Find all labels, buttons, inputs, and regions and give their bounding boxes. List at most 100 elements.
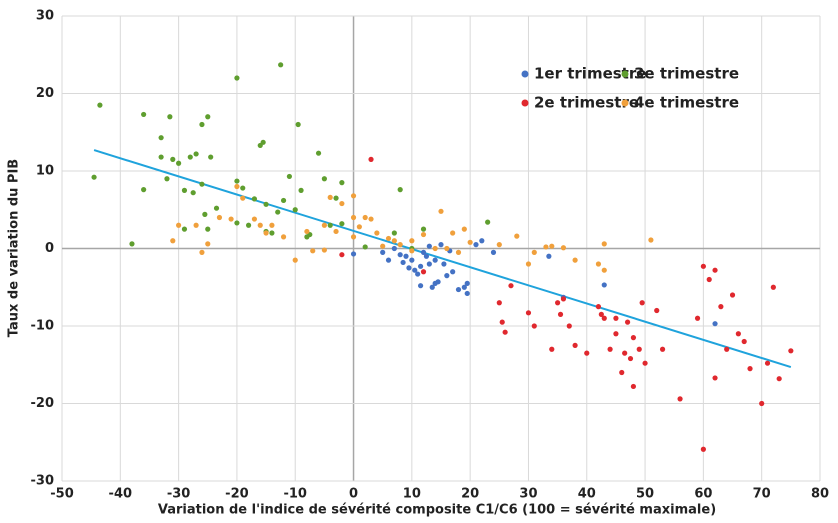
x-tick-label: 50 xyxy=(636,487,654,502)
point xyxy=(176,160,182,166)
point xyxy=(280,234,287,240)
point xyxy=(245,222,252,228)
point xyxy=(91,174,97,180)
point xyxy=(601,241,607,247)
point xyxy=(205,226,211,232)
y-tick-label: -30 xyxy=(31,474,55,489)
point xyxy=(613,331,619,337)
point xyxy=(362,214,368,221)
point xyxy=(630,383,637,390)
point xyxy=(694,315,701,321)
point xyxy=(406,265,412,271)
point xyxy=(496,242,502,248)
point xyxy=(193,222,199,228)
point xyxy=(444,273,450,279)
point xyxy=(350,193,357,199)
point xyxy=(417,283,424,289)
point xyxy=(181,226,188,232)
point xyxy=(531,323,537,329)
point xyxy=(426,243,432,249)
point xyxy=(423,253,430,259)
y-axis-label: Taux de variation du PIB xyxy=(7,159,22,337)
point xyxy=(310,248,316,254)
point xyxy=(508,283,514,289)
point xyxy=(400,259,406,266)
point xyxy=(213,205,220,211)
point xyxy=(304,228,310,235)
point xyxy=(514,233,520,239)
point xyxy=(747,366,753,372)
point xyxy=(461,284,467,290)
point xyxy=(712,267,718,273)
point xyxy=(97,102,103,108)
point xyxy=(496,300,502,306)
x-tick-label: -10 xyxy=(283,487,307,502)
point xyxy=(190,190,196,196)
point xyxy=(636,346,642,352)
y-tick-label: 20 xyxy=(36,86,54,101)
point xyxy=(240,195,246,201)
point xyxy=(286,173,292,180)
point xyxy=(450,269,456,275)
point xyxy=(412,267,418,273)
x-tick-label: 0 xyxy=(349,487,358,502)
legend-label: 2e trimestre xyxy=(534,94,639,112)
point xyxy=(234,183,240,190)
point xyxy=(321,176,327,182)
point xyxy=(339,221,345,227)
point xyxy=(572,342,578,348)
point xyxy=(426,261,432,267)
point xyxy=(339,180,345,186)
point xyxy=(654,307,660,314)
point xyxy=(380,249,386,255)
point xyxy=(199,121,205,128)
point xyxy=(549,346,555,352)
point xyxy=(417,263,424,269)
point xyxy=(499,319,505,325)
point xyxy=(141,187,147,193)
point xyxy=(234,75,240,81)
point xyxy=(601,315,607,321)
point xyxy=(549,243,555,249)
point xyxy=(543,244,549,250)
point xyxy=(391,230,397,236)
point xyxy=(415,271,421,277)
point xyxy=(624,319,631,325)
grid xyxy=(61,15,821,482)
legend-marker xyxy=(521,99,529,107)
point xyxy=(659,346,666,352)
point xyxy=(584,350,590,356)
x-tick-label: 80 xyxy=(811,487,829,502)
legend-label: 4e trimestre xyxy=(634,94,739,112)
point xyxy=(263,201,269,207)
legend-marker xyxy=(621,70,629,78)
point xyxy=(729,292,736,298)
point xyxy=(502,329,508,335)
point xyxy=(181,187,188,193)
point xyxy=(397,252,403,258)
point xyxy=(409,248,415,254)
point xyxy=(385,235,392,242)
point xyxy=(546,253,552,259)
point xyxy=(619,369,625,376)
point xyxy=(199,249,205,255)
point xyxy=(639,300,645,306)
point xyxy=(627,355,634,362)
y-tick-label: -20 xyxy=(31,396,55,411)
x-tick-label: -30 xyxy=(167,487,191,502)
point xyxy=(595,304,602,310)
point xyxy=(368,156,374,162)
point xyxy=(601,267,607,273)
point xyxy=(441,261,447,267)
point xyxy=(613,315,619,321)
points xyxy=(91,62,794,452)
point xyxy=(598,311,604,317)
point xyxy=(327,194,333,200)
point xyxy=(298,187,304,193)
point xyxy=(490,249,497,255)
point xyxy=(601,282,607,288)
point xyxy=(269,230,275,236)
point xyxy=(630,335,637,341)
x-axis-label: Variation de l'indice de sévérité compos… xyxy=(158,503,716,518)
